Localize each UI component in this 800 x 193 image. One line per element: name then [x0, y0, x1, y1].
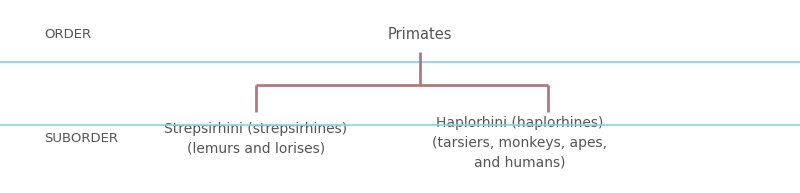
Text: ORDER: ORDER	[44, 28, 91, 41]
Text: Strepsirhini (strepsirhines)
(lemurs and lorises): Strepsirhini (strepsirhines) (lemurs and…	[165, 122, 347, 156]
Text: Haplorhini (haplorhines)
(tarsiers, monkeys, apes,
and humans): Haplorhini (haplorhines) (tarsiers, monk…	[433, 116, 607, 169]
Text: Primates: Primates	[388, 27, 452, 42]
Text: SUBORDER: SUBORDER	[44, 132, 118, 146]
